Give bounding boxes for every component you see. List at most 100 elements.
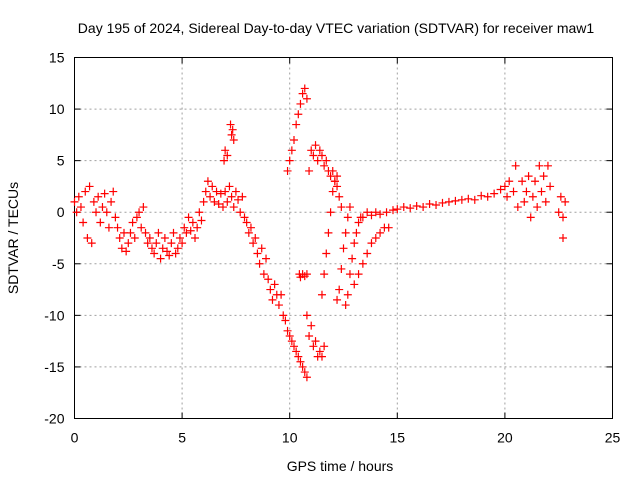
data-point: [279, 311, 288, 320]
data-point: [556, 192, 565, 201]
data-point: [350, 239, 359, 248]
data-point: [533, 203, 542, 212]
data-point: [559, 213, 568, 222]
data-point: [96, 218, 105, 227]
data-point: [228, 125, 237, 134]
data-point: [87, 239, 96, 248]
y-tick-label: 0: [57, 204, 65, 220]
data-point: [518, 177, 527, 186]
data-point: [300, 368, 309, 377]
data-point: [257, 244, 266, 253]
data-point: [85, 182, 94, 191]
x-tick-label: 0: [71, 430, 79, 446]
data-point: [163, 247, 172, 256]
data-point: [341, 228, 350, 237]
data-point: [212, 187, 221, 196]
data-point: [76, 203, 85, 212]
data-point: [328, 187, 337, 196]
data-point: [511, 161, 520, 170]
data-point: [98, 203, 107, 212]
data-point: [322, 249, 331, 258]
data-point: [343, 290, 352, 299]
y-tick-labels: -20 -15 -10 -5 0 5 10 15: [44, 50, 64, 427]
data-point: [262, 254, 271, 263]
data-point: [496, 185, 505, 194]
data-point: [109, 187, 118, 196]
data-point: [225, 182, 234, 191]
data-point: [240, 213, 249, 222]
data-point: [147, 244, 156, 253]
axis-ticks: [74, 57, 613, 419]
data-point: [234, 195, 243, 204]
data-point: [326, 208, 335, 217]
data-point: [399, 203, 408, 212]
data-point: [432, 200, 441, 209]
data-point: [226, 120, 235, 129]
data-point: [290, 136, 299, 145]
data-point: [393, 205, 402, 214]
data-point: [296, 357, 305, 366]
data-point: [137, 223, 146, 232]
data-point: [221, 146, 230, 155]
data-point: [259, 270, 268, 279]
data-point: [285, 156, 294, 165]
data-point: [294, 352, 303, 361]
data-point: [343, 213, 352, 222]
data-point: [199, 197, 208, 206]
data-point: [367, 211, 376, 220]
data-point: [229, 136, 238, 145]
data-point: [83, 234, 92, 242]
data-point: [537, 187, 546, 196]
data-point: [535, 161, 544, 170]
y-tick-label: -10: [44, 307, 64, 323]
data-point: [543, 161, 552, 170]
data-point: [307, 321, 316, 330]
data-point: [509, 187, 518, 196]
data-point: [322, 156, 331, 165]
data-point: [309, 342, 318, 351]
data-point: [141, 228, 150, 237]
data-point: [100, 189, 109, 198]
y-tick-label: 10: [49, 101, 65, 117]
data-point: [180, 223, 189, 232]
data-point: [490, 189, 499, 198]
data-point: [457, 195, 466, 204]
data-point: [107, 197, 116, 206]
data-point: [337, 264, 346, 273]
data-point: [274, 301, 283, 310]
data-point: [317, 290, 326, 299]
data-point: [255, 259, 264, 268]
data-point: [505, 177, 514, 186]
data-point: [115, 234, 124, 242]
y-tick-label: -20: [44, 411, 64, 427]
data-point: [559, 234, 568, 242]
data-point: [470, 195, 479, 204]
data-point: [171, 249, 180, 258]
data-point: [320, 161, 329, 170]
data-point: [152, 239, 161, 248]
data-point: [175, 234, 184, 242]
data-point: [70, 197, 79, 206]
data-point: [330, 177, 339, 186]
data-point: [311, 141, 320, 150]
data-point: [531, 177, 540, 186]
data-point: [315, 146, 324, 155]
data-point: [72, 208, 81, 217]
data-point: [354, 270, 363, 279]
data-point: [477, 191, 486, 200]
data-point: [451, 196, 460, 205]
data-point: [376, 210, 385, 219]
y-axis-label: SDTVAR / TECUs: [5, 182, 21, 294]
data-point: [341, 301, 350, 310]
data-point: [524, 172, 533, 181]
y-tick-label: 15: [49, 50, 65, 66]
data-point: [285, 331, 294, 340]
x-axis-label: GPS time / hours: [287, 458, 394, 474]
data-point: [246, 223, 255, 232]
data-point: [290, 342, 299, 351]
data-point: [281, 316, 290, 325]
data-point: [264, 275, 273, 284]
data-point: [324, 228, 333, 237]
data-point: [292, 120, 301, 129]
data-point: [309, 151, 318, 160]
